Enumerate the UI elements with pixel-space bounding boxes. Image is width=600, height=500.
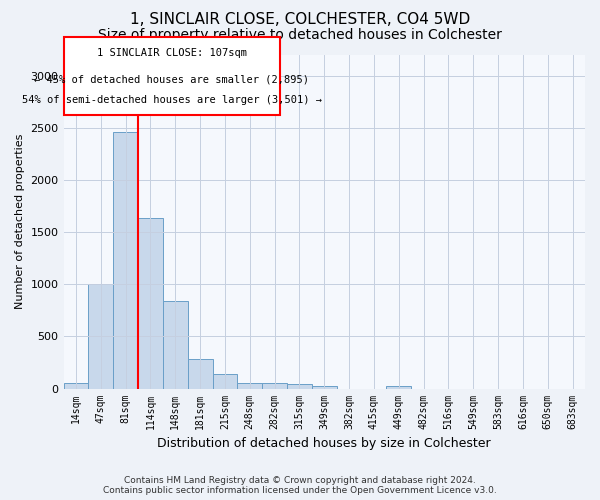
Bar [138, 218, 163, 388]
Bar [113, 132, 138, 388]
Text: 1, SINCLAIR CLOSE, COLCHESTER, CO4 5WD: 1, SINCLAIR CLOSE, COLCHESTER, CO4 5WD [130, 12, 470, 28]
Y-axis label: Number of detached properties: Number of detached properties [15, 134, 25, 310]
Bar [212, 374, 238, 388]
Bar [188, 359, 212, 388]
Text: 1 SINCLAIR CLOSE: 107sqm: 1 SINCLAIR CLOSE: 107sqm [97, 48, 247, 58]
Text: Size of property relative to detached houses in Colchester: Size of property relative to detached ho… [98, 28, 502, 42]
Bar [163, 301, 188, 388]
Text: Contains HM Land Registry data © Crown copyright and database right 2024.
Contai: Contains HM Land Registry data © Crown c… [103, 476, 497, 495]
Text: 54% of semi-detached houses are larger (3,501) →: 54% of semi-detached houses are larger (… [22, 96, 322, 106]
Bar [238, 384, 262, 388]
Bar [64, 383, 88, 388]
Bar [88, 284, 113, 389]
Text: ← 45% of detached houses are smaller (2,895): ← 45% of detached houses are smaller (2,… [34, 74, 309, 85]
Bar [262, 384, 287, 388]
X-axis label: Distribution of detached houses by size in Colchester: Distribution of detached houses by size … [157, 437, 491, 450]
Bar [386, 386, 411, 388]
Bar [312, 386, 337, 388]
Bar [287, 384, 312, 388]
